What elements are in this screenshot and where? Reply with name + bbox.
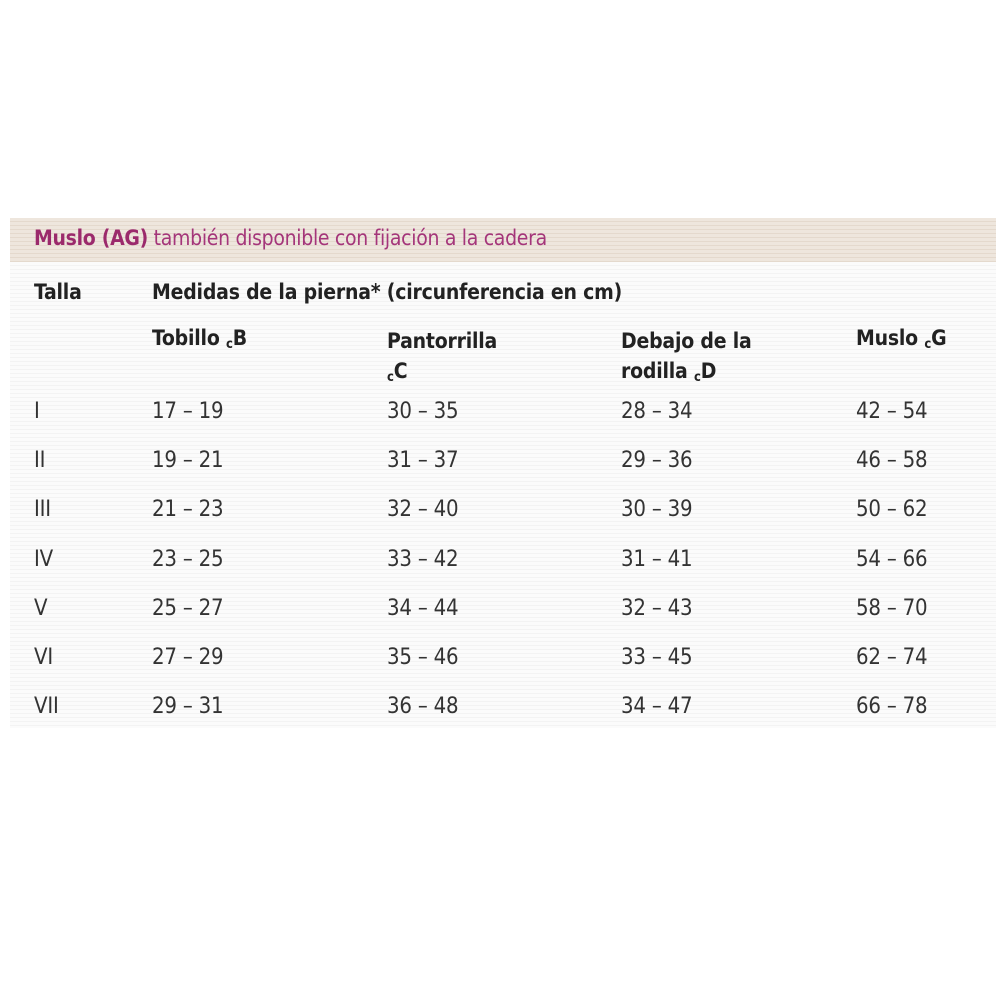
measure-cell: 30 – 39 — [621, 497, 693, 523]
col-header-ankle: Tobillo cB — [152, 326, 247, 352]
table-title: Muslo (AG) también disponible con fijaci… — [34, 226, 547, 250]
measure-cell: 29 – 36 — [621, 448, 693, 474]
measure-cell: 23 – 25 — [152, 546, 224, 572]
measure-cell: 34 – 47 — [621, 694, 693, 720]
measure-cell: 31 – 41 — [621, 546, 693, 572]
size-cell: V — [34, 595, 48, 621]
measure-cell: 31 – 37 — [387, 448, 459, 474]
measure-cell: 32 – 43 — [621, 595, 693, 621]
measure-cell: 58 – 70 — [856, 595, 928, 621]
measure-cell: 17 – 19 — [152, 399, 224, 424]
size-cell: IV — [34, 546, 53, 572]
col-header-below-knee: Debajo de la rodilla cD — [621, 329, 752, 385]
measure-cell: 25 – 27 — [152, 595, 224, 621]
measure-cell: 35 – 46 — [387, 645, 459, 670]
measure-cell: 42 – 54 — [856, 399, 928, 424]
title-note: también disponible con fijación a la cad… — [147, 226, 548, 250]
title-band — [10, 218, 996, 262]
measure-cell: 62 – 74 — [856, 645, 928, 670]
col-header-calf: Pantorrilla cC — [387, 329, 498, 385]
measure-cell: 29 – 31 — [152, 694, 224, 720]
measure-cell: 34 – 44 — [387, 595, 459, 621]
size-cell: II — [34, 448, 46, 474]
measure-cell: 33 – 42 — [387, 546, 459, 572]
size-cell: VI — [34, 645, 53, 670]
measure-cell: 32 – 40 — [387, 497, 459, 523]
title-product: Muslo (AG) — [34, 226, 148, 250]
col-header-thigh: Muslo cG — [856, 326, 947, 352]
measure-cell: 46 – 58 — [856, 448, 928, 474]
size-cell: III — [34, 497, 51, 523]
measure-cell: 33 – 45 — [621, 645, 693, 670]
measures-header: Medidas de la pierna* (circunferencia en… — [152, 280, 623, 304]
size-cell: VII — [34, 694, 59, 720]
measure-cell: 19 – 21 — [152, 448, 224, 474]
size-header: Talla — [34, 280, 82, 304]
measure-cell: 36 – 48 — [387, 694, 459, 720]
measure-cell: 50 – 62 — [856, 497, 928, 523]
measure-cell: 66 – 78 — [856, 694, 928, 720]
measure-cell: 28 – 34 — [621, 399, 693, 424]
measure-cell: 21 – 23 — [152, 497, 224, 523]
measure-cell: 30 – 35 — [387, 399, 459, 424]
size-cell: I — [34, 399, 40, 424]
measure-cell: 54 – 66 — [856, 546, 928, 572]
measure-cell: 27 – 29 — [152, 645, 224, 670]
size-table — [10, 218, 996, 728]
